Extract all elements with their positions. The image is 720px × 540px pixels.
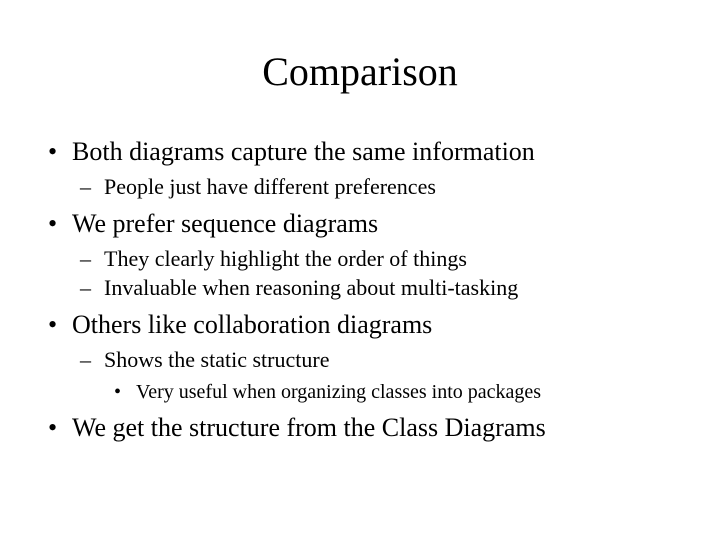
bullet-l1-2-l2-0-text: Shows the static structure: [104, 347, 329, 372]
bullet-l1-1: We prefer sequence diagrams They clearly…: [72, 207, 684, 302]
bullet-l1-2-l2-0-l3-0: Very useful when organizing classes into…: [136, 379, 684, 405]
bullet-l1-2-l2-0-l3-0-text: Very useful when organizing classes into…: [136, 381, 541, 403]
bullet-list-level2: People just have different preferences: [72, 173, 684, 202]
bullet-l1-3-text: We get the structure from the Class Diag…: [72, 413, 546, 442]
slide-title: Comparison: [36, 48, 684, 95]
bullet-l1-1-text: We prefer sequence diagrams: [72, 209, 378, 238]
bullet-l1-2: Others like collaboration diagrams Shows…: [72, 308, 684, 404]
bullet-l1-3: We get the structure from the Class Diag…: [72, 411, 684, 445]
bullet-list-level1: Both diagrams capture the same informati…: [36, 135, 684, 445]
bullet-l1-1-l2-0: They clearly highlight the order of thin…: [104, 245, 684, 274]
bullet-l1-0-text: Both diagrams capture the same informati…: [72, 137, 535, 166]
bullet-list-level3: Very useful when organizing classes into…: [104, 379, 684, 405]
bullet-l1-2-l2-0: Shows the static structure Very useful w…: [104, 346, 684, 405]
bullet-l1-1-l2-0-text: They clearly highlight the order of thin…: [104, 246, 467, 271]
bullet-l1-0: Both diagrams capture the same informati…: [72, 135, 684, 201]
slide: Comparison Both diagrams capture the sam…: [0, 0, 720, 540]
bullet-l1-2-text: Others like collaboration diagrams: [72, 310, 432, 339]
bullet-l1-1-l2-1-text: Invaluable when reasoning about multi-ta…: [104, 275, 518, 300]
bullet-l1-0-l2-0: People just have different preferences: [104, 173, 684, 202]
bullet-list-level2: They clearly highlight the order of thin…: [72, 245, 684, 302]
bullet-l1-0-l2-0-text: People just have different preferences: [104, 174, 436, 199]
bullet-list-level2: Shows the static structure Very useful w…: [72, 346, 684, 405]
bullet-l1-1-l2-1: Invaluable when reasoning about multi-ta…: [104, 274, 684, 303]
